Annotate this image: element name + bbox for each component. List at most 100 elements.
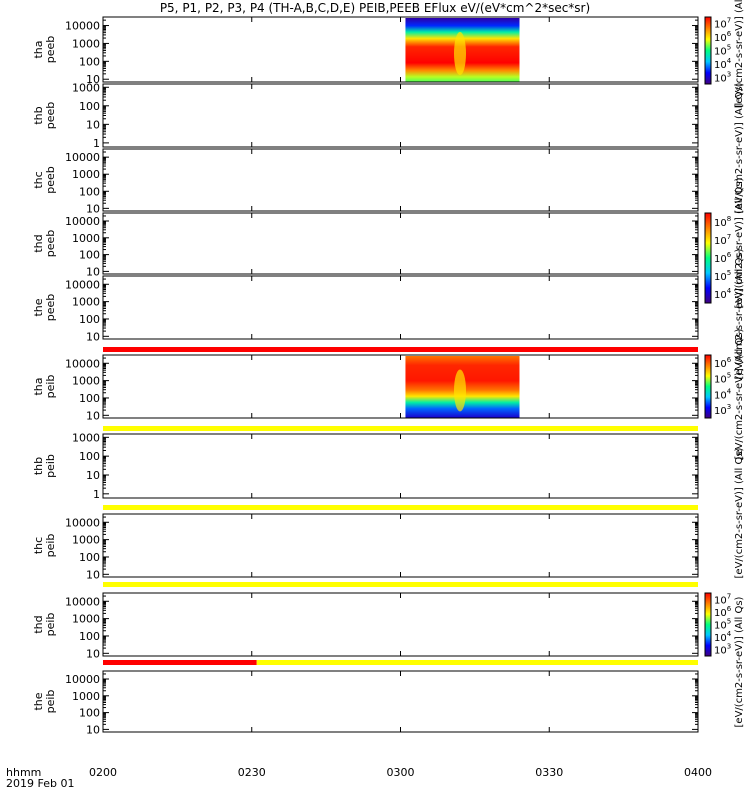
y-tick-label: 100 [79, 185, 100, 198]
spectrogram-feature [454, 31, 466, 76]
date-label: 2019 Feb 01 [6, 777, 75, 790]
colorbar-tick-label: 104 [714, 387, 732, 401]
colorbar-tick-exponent: 6 [727, 30, 732, 38]
panel-label-product: peeb [44, 230, 57, 258]
colorbar-tick-exponent: 6 [727, 356, 732, 364]
panel-label-product: peib [44, 613, 57, 637]
panel-label-probe: tha [32, 40, 45, 58]
panel-frame [102, 433, 699, 499]
colorbar-tick-exponent: 4 [727, 630, 732, 638]
panel-tha-peeb: 10 100 1000 10000 tha peeb [32, 16, 699, 86]
panel-label-product: peib [44, 375, 57, 399]
x-tick-label: 0400 [684, 766, 712, 779]
colorbar-tick-exponent: 3 [727, 403, 731, 411]
colorbar-tick-exponent: 6 [727, 605, 732, 613]
y-tick-label: 1000 [72, 690, 100, 703]
colorbar-tick-exponent: 5 [727, 372, 731, 380]
colorbar-tick-label: 105 [714, 269, 731, 283]
panel-label-probe: the [32, 692, 45, 710]
y-tick-label: 1000 [72, 534, 100, 547]
colorbar-label: [eV/(cm2-s-sr-eV)] (All Qs) [734, 0, 745, 107]
y-tick-label: 10000 [65, 673, 100, 686]
colorbar-tick-exponent: 4 [727, 387, 732, 395]
status-bar-segment [103, 660, 257, 665]
y-tick-label: 1000 [72, 168, 100, 181]
panel-frame [102, 670, 699, 733]
y-tick-label: 100 [79, 707, 100, 720]
y-tick-label: 100 [79, 630, 100, 643]
panel-label-probe: thb [32, 457, 45, 475]
panel-thb-peib: 1 10 100 1000 thb peib [32, 431, 699, 501]
time-axis-label: hhmm [6, 766, 42, 779]
colorbar [704, 16, 712, 85]
colorbar-tick-exponent: 3 [727, 643, 731, 651]
y-tick-label: 10 [86, 723, 100, 736]
colorbar [704, 212, 712, 304]
panel-label-product: peeb [44, 166, 57, 194]
y-tick-label: 100 [79, 551, 100, 564]
colorbar-label: [eV/(cm2-s-sr-eV)] (All Qs) [734, 596, 745, 727]
y-tick-label: 10 [86, 647, 100, 660]
y-tick-label: 100 [79, 313, 100, 326]
colorbar [704, 354, 712, 419]
colorbar-tick-label: 108 [714, 215, 731, 229]
panel-thd-peeb: 10 100 1000 10000 thd peeb [32, 212, 699, 278]
y-tick-label: 10000 [65, 595, 100, 608]
panel-label-probe: tha [32, 377, 45, 395]
panel-frame [102, 354, 699, 419]
y-tick-label: 10 [86, 409, 100, 422]
y-tick-label: 1 [93, 137, 100, 150]
panel-thd-peib: 10 100 1000 10000 thd peib [32, 592, 699, 660]
chart-title: P5, P1, P2, P3, P4 (TH-A,B,C,D,E) PEIB,P… [159, 1, 591, 15]
y-tick-label: 1000 [72, 613, 100, 626]
y-tick-label: 1000 [72, 232, 100, 245]
y-tick-label: 10000 [65, 278, 100, 291]
colorbar-tick-label: 105 [714, 372, 731, 386]
panel-label-probe: thd [32, 615, 45, 633]
panel-label-probe: the [32, 298, 45, 316]
y-tick-label: 100 [79, 249, 100, 262]
panel-thc-peeb: 10 100 1000 10000 thc peeb [32, 148, 699, 215]
y-tick-label: 1000 [72, 37, 100, 50]
panel-label-product: peib [44, 534, 57, 558]
y-tick-label: 100 [79, 100, 100, 113]
colorbar-tick-label: 104 [714, 57, 732, 71]
y-tick-label: 10000 [65, 20, 100, 33]
panel-label-product: peib [44, 690, 57, 714]
colorbar-tick-label: 107 [714, 233, 731, 247]
colorbar-label: [eV/(cm2-s-sr-eV)] (All Qs) [734, 328, 745, 459]
panel-label-probe: thb [32, 106, 45, 124]
y-tick-label: 1000 [72, 296, 100, 309]
x-tick-label: 0230 [238, 766, 266, 779]
y-tick-label: 10000 [65, 357, 100, 370]
spectrogram-feature [454, 369, 466, 412]
y-tick-label: 1000 [72, 431, 100, 444]
panel-label-product: peeb [44, 36, 57, 64]
colorbar-tick-label: 105 [714, 44, 731, 58]
colorbar-tick-label: 103 [714, 643, 731, 657]
x-tick-label: 0300 [387, 766, 415, 779]
panel-label-probe: thd [32, 234, 45, 252]
colorbar-tick-exponent: 7 [727, 592, 731, 600]
panel-frame [102, 275, 699, 340]
y-tick-label: 10 [86, 330, 100, 343]
colorbar-tick-exponent: 4 [727, 287, 732, 295]
status-bar-segment [103, 582, 698, 587]
panel-label-product: peeb [44, 294, 57, 322]
colorbar-label: [eV/(cm2-s-sr-eV)] (All Qs) [734, 447, 745, 578]
y-tick-label: 100 [79, 55, 100, 68]
y-tick-label: 10 [86, 265, 100, 278]
colorbar-tick-exponent: 7 [727, 233, 731, 241]
y-tick-label: 10000 [65, 215, 100, 228]
colorbar-tick-exponent: 6 [727, 251, 732, 259]
y-tick-label: 100 [79, 450, 100, 463]
colorbar-tick-label: 107 [714, 17, 731, 31]
colorbar-tick-exponent: 5 [727, 618, 731, 626]
panel-frame [102, 212, 699, 275]
colorbar [704, 592, 712, 657]
y-tick-label: 10 [86, 118, 100, 131]
y-tick-label: 100 [79, 392, 100, 405]
y-tick-label: 10 [86, 202, 100, 215]
y-tick-label: 10000 [65, 151, 100, 164]
